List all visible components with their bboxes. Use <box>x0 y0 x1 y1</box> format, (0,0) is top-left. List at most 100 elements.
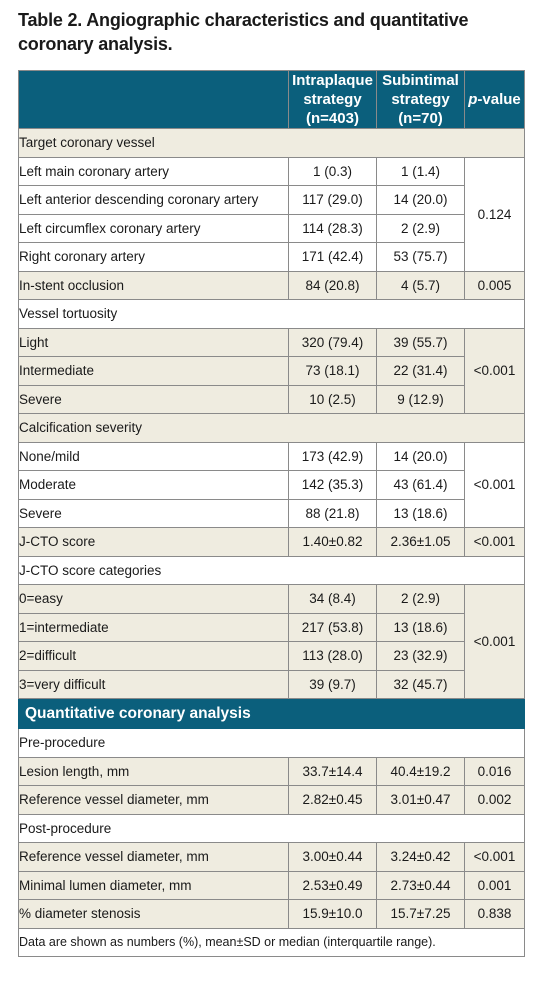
cell-intraplaque: 117 (29.0) <box>289 186 377 215</box>
table-row: Minimal lumen diameter, mm 2.53±0.49 2.7… <box>19 871 525 900</box>
row-label: 1=intermediate <box>19 613 289 642</box>
table-row: 1=intermediate 217 (53.8) 13 (18.6) <box>19 613 525 642</box>
cell-p-value: 0.838 <box>465 900 525 929</box>
cell-p-value: 0.001 <box>465 871 525 900</box>
cell-intraplaque: 113 (28.0) <box>289 642 377 671</box>
header-p-value: p-value <box>465 71 525 129</box>
cell-intraplaque: 2.53±0.49 <box>289 871 377 900</box>
cell-p-value: 0.002 <box>465 786 525 815</box>
cell-subintimal: 13 (18.6) <box>377 499 465 528</box>
row-label: J-CTO score <box>19 528 289 557</box>
table-row: Left anterior descending coronary artery… <box>19 186 525 215</box>
row-label: 3=very difficult <box>19 670 289 699</box>
cell-subintimal: 4 (5.7) <box>377 271 465 300</box>
cell-subintimal: 2.73±0.44 <box>377 871 465 900</box>
cell-intraplaque: 3.00±0.44 <box>289 843 377 872</box>
cell-p-value: <0.001 <box>465 328 525 414</box>
group-label: Pre-procedure <box>19 729 525 758</box>
cell-intraplaque: 171 (42.4) <box>289 243 377 272</box>
table-header-row: Intraplaque strategy (n=403) Subintimal str… <box>19 71 525 129</box>
group-label: Vessel tortuosity <box>19 300 525 329</box>
table-row: Left circumflex coronary artery 114 (28.… <box>19 214 525 243</box>
group-label: Post-procedure <box>19 814 525 843</box>
cell-intraplaque: 73 (18.1) <box>289 357 377 386</box>
row-label: Lesion length, mm <box>19 757 289 786</box>
group-label: J-CTO score categories <box>19 556 525 585</box>
row-label: 2=difficult <box>19 642 289 671</box>
cell-subintimal: 15.7±7.25 <box>377 900 465 929</box>
header-blank-cell <box>19 71 289 129</box>
table-row: J-CTO score 1.40±0.82 2.36±1.05 <0.001 <box>19 528 525 557</box>
cell-subintimal: 43 (61.4) <box>377 471 465 500</box>
cell-subintimal: 14 (20.0) <box>377 442 465 471</box>
cell-subintimal: 1 (1.4) <box>377 157 465 186</box>
row-label: Left anterior descending coronary artery <box>19 186 289 215</box>
table-row: Right coronary artery 171 (42.4) 53 (75.… <box>19 243 525 272</box>
group-label: Target coronary vessel <box>19 129 525 158</box>
row-label: Right coronary artery <box>19 243 289 272</box>
cell-subintimal: 2 (2.9) <box>377 214 465 243</box>
cell-subintimal: 40.4±19.2 <box>377 757 465 786</box>
cell-subintimal: 9 (12.9) <box>377 385 465 414</box>
section-header-row: Quantitative coronary analysis <box>19 699 525 729</box>
row-label: Intermediate <box>19 357 289 386</box>
cell-intraplaque: 84 (20.8) <box>289 271 377 300</box>
table-row: Pre-procedure <box>19 729 525 758</box>
cell-intraplaque: 217 (53.8) <box>289 613 377 642</box>
table-row: 0=easy 34 (8.4) 2 (2.9) <0.001 <box>19 585 525 614</box>
angiographic-table: Intraplaque strategy (n=403) Subintimal str… <box>18 70 525 957</box>
cell-p-value: <0.001 <box>465 585 525 699</box>
cell-intraplaque: 88 (21.8) <box>289 499 377 528</box>
row-label: % diameter stenosis <box>19 900 289 929</box>
cell-subintimal: 13 (18.6) <box>377 613 465 642</box>
table-row: 2=difficult 113 (28.0) 23 (32.9) <box>19 642 525 671</box>
table-row: Target coronary vessel <box>19 129 525 158</box>
table-row: Left main coronary artery 1 (0.3) 1 (1.4… <box>19 157 525 186</box>
row-label: Moderate <box>19 471 289 500</box>
cell-subintimal: 3.01±0.47 <box>377 786 465 815</box>
table-row: Vessel tortuosity <box>19 300 525 329</box>
table-row: In-stent occlusion 84 (20.8) 4 (5.7) 0.0… <box>19 271 525 300</box>
cell-intraplaque: 10 (2.5) <box>289 385 377 414</box>
table-row: Intermediate 73 (18.1) 22 (31.4) <box>19 357 525 386</box>
cell-subintimal: 14 (20.0) <box>377 186 465 215</box>
cell-intraplaque: 142 (35.3) <box>289 471 377 500</box>
row-label: Severe <box>19 385 289 414</box>
row-label: Light <box>19 328 289 357</box>
cell-subintimal: 2 (2.9) <box>377 585 465 614</box>
cell-subintimal: 2.36±1.05 <box>377 528 465 557</box>
table-footnote: Data are shown as numbers (%), mean±SD o… <box>19 928 525 957</box>
table-footnote-row: Data are shown as numbers (%), mean±SD o… <box>19 928 525 957</box>
cell-subintimal: 23 (32.9) <box>377 642 465 671</box>
cell-p-value: <0.001 <box>465 442 525 528</box>
cell-intraplaque: 34 (8.4) <box>289 585 377 614</box>
table-row: Lesion length, mm 33.7±14.4 40.4±19.2 0.… <box>19 757 525 786</box>
table-row: Calcification severity <box>19 414 525 443</box>
table-row: Severe 10 (2.5) 9 (12.9) <box>19 385 525 414</box>
table-row: Reference vessel diameter, mm 3.00±0.44 … <box>19 843 525 872</box>
cell-subintimal: 53 (75.7) <box>377 243 465 272</box>
cell-intraplaque: 15.9±10.0 <box>289 900 377 929</box>
table-row: Post-procedure <box>19 814 525 843</box>
cell-subintimal: 3.24±0.42 <box>377 843 465 872</box>
cell-intraplaque: 320 (79.4) <box>289 328 377 357</box>
cell-intraplaque: 33.7±14.4 <box>289 757 377 786</box>
cell-intraplaque: 1 (0.3) <box>289 157 377 186</box>
row-label: In-stent occlusion <box>19 271 289 300</box>
cell-subintimal: 22 (31.4) <box>377 357 465 386</box>
cell-intraplaque: 2.82±0.45 <box>289 786 377 815</box>
table-row: None/mild 173 (42.9) 14 (20.0) <0.001 <box>19 442 525 471</box>
cell-p-value: 0.016 <box>465 757 525 786</box>
cell-intraplaque: 1.40±0.82 <box>289 528 377 557</box>
table-row: Severe 88 (21.8) 13 (18.6) <box>19 499 525 528</box>
cell-subintimal: 39 (55.7) <box>377 328 465 357</box>
cell-p-value: <0.001 <box>465 843 525 872</box>
row-label: Minimal lumen diameter, mm <box>19 871 289 900</box>
table-caption: Table 2. Angiographic characteristics an… <box>18 8 528 56</box>
row-label: Severe <box>19 499 289 528</box>
table-row: % diameter stenosis 15.9±10.0 15.7±7.25 … <box>19 900 525 929</box>
cell-intraplaque: 39 (9.7) <box>289 670 377 699</box>
row-label: 0=easy <box>19 585 289 614</box>
group-label: Calcification severity <box>19 414 525 443</box>
cell-intraplaque: 173 (42.9) <box>289 442 377 471</box>
